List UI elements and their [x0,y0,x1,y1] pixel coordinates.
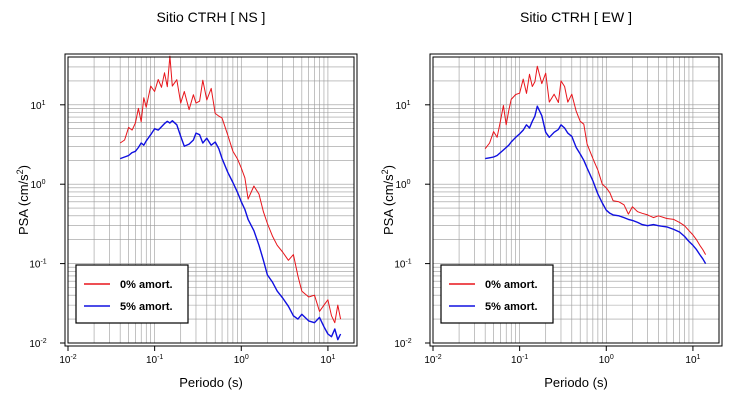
series-line-blue [485,105,707,264]
x-tick-label: 101 [685,354,700,366]
x-tick-label: 10-1 [146,354,163,366]
legend-box [440,264,554,324]
y-tick-label: 10-2 [394,338,411,350]
x-tick-exponent: 0 [245,354,249,361]
y-tick-exponent: 1 [42,100,46,107]
y-axis-label: PSA (cm/s2) [15,165,31,235]
x-tick-exponent: 1 [332,354,336,361]
y-tick-label: 100 [30,179,45,191]
y-tick-exponent: 0 [407,179,411,186]
x-tick-exponent: -1 [157,354,163,361]
y-tick-exponent: -2 [40,338,46,345]
y-tick-exponent: 1 [407,100,411,107]
legend-label: 5% amort. [120,301,173,313]
y-tick-exponent: -1 [405,259,411,266]
legend: 0% amort. 5% amort. [75,264,189,324]
y-tick-exponent: 0 [42,179,46,186]
series-line-red [119,55,342,324]
x-axis-label: Periodo (s) [544,375,608,390]
legend: 0% amort. 5% amort. [440,264,554,324]
x-tick-exponent: -2 [435,354,441,361]
y-axis-label-sup: 2 [15,169,25,174]
x-tick-exponent: -2 [70,354,76,361]
plot-frame [432,56,720,344]
y-tick-label: 101 [395,100,410,112]
chart-title: Sitio CTRH [ NS ] [157,9,266,25]
x-tick-label: 10-2 [424,354,441,366]
x-tick-exponent: 0 [610,354,614,361]
x-tick-exponent: 1 [697,354,701,361]
legend-label: 0% amort. [120,279,173,291]
plot-frame [67,56,355,344]
plot-frame-outer [64,53,358,347]
x-tick-label: 10-2 [59,354,76,366]
x-tick-label: 100 [234,354,249,366]
x-tick-label: 100 [599,354,614,366]
series-line-red [484,65,707,255]
y-tick-label: 10-1 [29,259,46,271]
x-tick-exponent: -1 [522,354,528,361]
y-axis-label-tail: ) [16,165,31,169]
legend-label: 0% amort. [485,279,538,291]
y-axis-label-sup: 2 [380,169,390,174]
y-tick-label: 10-2 [29,338,46,350]
plot-frame-outer [429,53,723,347]
y-tick-exponent: -2 [405,338,411,345]
series-line-blue [119,119,342,341]
legend-box [75,264,189,324]
y-tick-label: 101 [30,100,45,112]
chart-title: Sitio CTRH [ EW ] [520,9,632,25]
x-axis-label: Periodo (s) [179,375,243,390]
x-tick-label: 101 [320,354,335,366]
y-axis-label-tail: ) [381,165,396,169]
legend-label: 5% amort. [485,301,538,313]
y-tick-label: 10-1 [394,259,411,271]
y-axis-label: PSA (cm/s2) [380,165,396,235]
y-tick-label: 100 [395,179,410,191]
y-tick-exponent: -1 [40,259,46,266]
x-tick-label: 10-1 [511,354,528,366]
